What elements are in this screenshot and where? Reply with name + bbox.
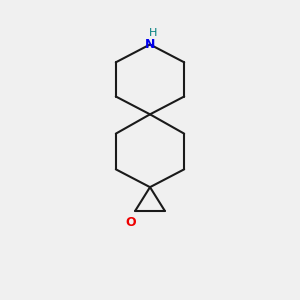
Text: O: O [125, 216, 136, 229]
Text: H: H [149, 28, 157, 38]
Text: N: N [145, 38, 155, 51]
